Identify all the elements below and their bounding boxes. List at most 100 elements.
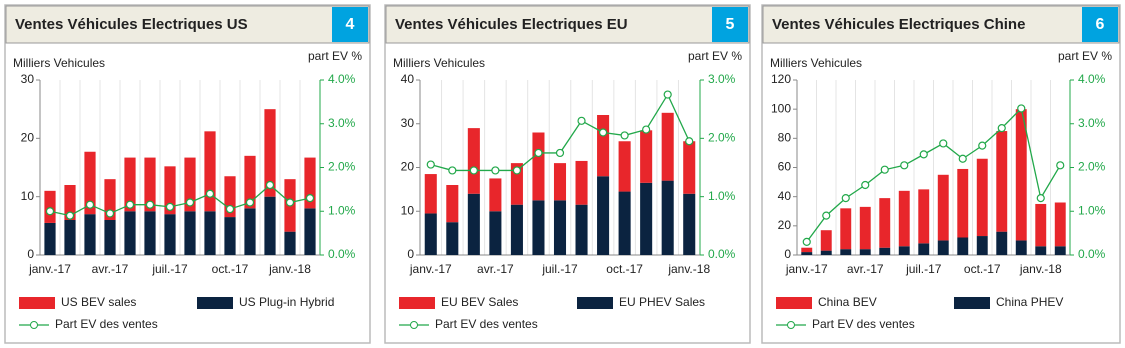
share-point <box>205 189 215 198</box>
share-point <box>426 160 435 169</box>
bar <box>840 208 852 250</box>
x-tick-label: avr.-17 <box>92 262 129 276</box>
share-point <box>1036 194 1045 203</box>
bar <box>164 166 176 215</box>
bar <box>918 243 930 255</box>
y2-tick-label: 4.0% <box>328 72 356 86</box>
bar <box>264 109 276 197</box>
x-tick-label: janv.-17 <box>28 262 71 276</box>
share-point <box>285 198 295 207</box>
panel-badge <box>332 7 368 42</box>
y2-tick-label: 3.0% <box>708 72 736 86</box>
bar <box>1035 246 1047 255</box>
bar <box>532 200 545 255</box>
bar <box>976 158 988 237</box>
x-tick-label: janv.-18 <box>667 262 710 276</box>
bar <box>446 222 459 255</box>
share-point <box>165 202 175 211</box>
bar <box>597 115 610 177</box>
y2-axis-label: part EV % <box>308 49 362 63</box>
legend-label: China PHEV <box>996 295 1063 309</box>
y-tick-label: 40 <box>401 72 415 86</box>
y-axis-label: Milliers Vehicules <box>393 56 485 70</box>
panel-number: 6 <box>1096 16 1105 33</box>
share-point <box>663 90 672 99</box>
y2-tick-label: 0.0% <box>328 247 356 261</box>
x-tick-label: janv.-18 <box>268 262 311 276</box>
panel-number: 4 <box>346 16 355 33</box>
bar <box>898 246 910 255</box>
share-point <box>105 209 115 218</box>
y2-tick-label: 0.0% <box>1078 247 1106 261</box>
bar <box>489 178 502 212</box>
share-point <box>880 165 889 174</box>
x-tick-label: janv.-17 <box>409 262 452 276</box>
share-point <box>598 128 608 137</box>
bar <box>976 236 988 255</box>
share-point <box>1056 161 1065 170</box>
y2-axis-label: part EV % <box>1058 49 1112 63</box>
y-tick-label: 20 <box>778 218 792 232</box>
x-tick-label: oct.-17 <box>606 262 643 276</box>
bar <box>801 252 813 255</box>
bar <box>618 141 631 192</box>
x-tick-label: janv.-17 <box>785 262 828 276</box>
panel-badge <box>712 7 748 42</box>
bar <box>184 157 196 212</box>
y-tick-label: 10 <box>21 189 35 203</box>
bar <box>124 211 136 255</box>
legend-label: Part EV des ventes <box>435 317 538 331</box>
y-tick-label: 120 <box>771 72 791 86</box>
bar <box>840 249 852 255</box>
bar <box>640 130 653 183</box>
bar <box>801 247 813 253</box>
panel-header <box>5 5 370 44</box>
x-tick-label: juil.-17 <box>905 262 942 276</box>
x-tick-label: avr.-17 <box>847 262 884 276</box>
y2-axis-label: part EV % <box>688 49 742 63</box>
bar <box>661 112 674 181</box>
legend-label: Part EV des ventes <box>812 317 915 331</box>
bar <box>84 214 96 255</box>
panel-title: Ventes Véhicules Electriques US <box>15 16 248 33</box>
share-point <box>45 207 55 216</box>
y2-tick-label: 1.0% <box>708 189 736 203</box>
bar <box>244 208 256 255</box>
legend-marker <box>410 321 418 329</box>
bar <box>996 131 1008 232</box>
y2-tick-label: 1.0% <box>1078 203 1106 217</box>
y-tick-label: 30 <box>401 116 415 130</box>
legend-swatch <box>776 297 812 309</box>
bar <box>264 196 276 255</box>
bar <box>424 213 437 255</box>
bar <box>661 180 674 255</box>
panel-header <box>762 5 1120 44</box>
y-tick-label: 60 <box>778 160 792 174</box>
x-tick-label: oct.-17 <box>212 262 249 276</box>
bar <box>859 206 871 250</box>
panel-title: Ventes Véhicules Electriques EU <box>395 16 628 33</box>
bar <box>510 163 523 205</box>
share-point <box>958 154 967 163</box>
share-point <box>685 137 694 146</box>
bar <box>820 250 832 255</box>
share-point <box>305 194 315 203</box>
bar <box>553 163 567 201</box>
bar <box>879 247 891 255</box>
share-point <box>802 237 811 246</box>
bar <box>284 231 296 255</box>
bar <box>489 211 502 255</box>
bar <box>957 237 969 255</box>
panel-header <box>385 5 750 44</box>
bar <box>575 204 588 255</box>
bar <box>1035 203 1047 247</box>
bar <box>683 193 696 255</box>
share-point <box>555 148 565 158</box>
share-point <box>185 198 195 207</box>
bar <box>1054 246 1066 255</box>
y2-tick-label: 2.0% <box>708 131 736 145</box>
bar <box>184 211 196 255</box>
bar <box>510 204 523 255</box>
